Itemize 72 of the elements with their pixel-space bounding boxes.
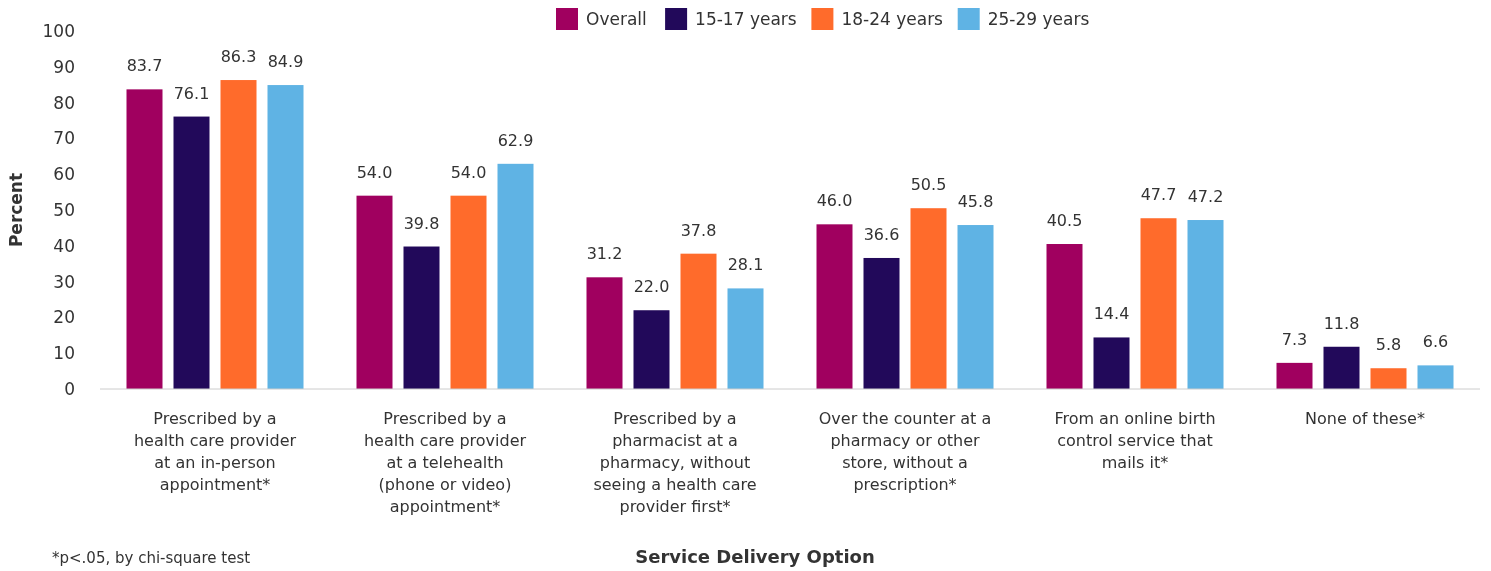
x-tick-label: None of these* [1305,409,1425,428]
data-label: 86.3 [220,47,257,67]
data-label: 28.1 [727,255,764,275]
bar [1093,337,1130,389]
data-label: 14.4 [1093,304,1130,324]
bar [727,288,764,389]
bar [957,225,994,389]
y-tick-label: 80 [53,92,75,113]
bar [633,310,670,389]
y-axis-title: Percent [6,172,26,248]
y-tick-label: 60 [53,164,75,185]
legend-label: Overall [586,8,647,29]
data-label: 39.8 [403,213,440,233]
data-label: 45.8 [957,192,994,212]
legend-label: 25-29 years [987,8,1090,29]
bar [1417,365,1454,389]
bar [1187,220,1224,389]
bar [586,277,623,389]
x-axis-title: Service Delivery Option [635,546,875,567]
data-label: 83.7 [126,56,163,76]
y-tick-label: 70 [53,128,75,149]
data-label: 84.9 [267,52,304,72]
bar [403,246,440,389]
data-label: 40.5 [1046,211,1083,231]
data-label: 31.2 [586,244,623,264]
bar [1276,362,1313,389]
data-label: 47.2 [1187,187,1224,207]
data-label: 7.3 [1281,329,1308,349]
data-label: 36.6 [863,224,900,244]
x-tick-label: Prescribed by a health care provider at an in-person appointment* [133,409,297,494]
bar [680,253,717,389]
data-label: 11.8 [1323,313,1360,333]
data-label: 5.8 [1375,335,1402,355]
y-tick-label: 50 [53,199,75,220]
data-label: 76.1 [173,83,210,103]
bar [173,116,210,389]
data-label: 22.0 [633,277,670,297]
bar [126,89,163,389]
bar [356,195,393,389]
y-tick-label: 30 [53,271,75,292]
bar [450,195,487,389]
data-label: 62.9 [497,130,534,150]
bar [1323,346,1360,389]
bar [1370,368,1407,389]
data-label: 54.0 [450,162,487,182]
x-tick-label: Prescribed by a health care provider at a telehealth (phone or video) appointment* [363,409,527,516]
bar [863,257,900,389]
data-label: 46.0 [816,191,853,211]
x-tick-label: Over the counter at a pharmacy or other store, without a prescription* [818,409,992,494]
bar [267,85,304,389]
y-tick-label: 0 [64,378,75,399]
y-tick-label: 100 [42,20,75,41]
y-tick-label: 90 [53,56,75,77]
legend-label: 15-17 years [695,8,797,29]
y-tick-label: 20 [53,307,75,328]
data-label: 37.8 [680,220,717,240]
x-tick-label: Prescribed by a pharmacist at a pharmacy, without seeing a health care provider first* [593,409,757,516]
legend-label: 18-24 years [841,8,944,29]
data-label: 54.0 [356,162,393,182]
data-label: 50.5 [910,175,947,195]
bar [497,163,534,389]
y-tick-label: 10 [53,343,75,364]
text: *p<.05, by chi-square test [52,549,251,567]
bar [1046,244,1083,389]
bar [1140,218,1177,389]
bar [816,224,853,389]
bar [220,80,257,389]
y-tick-label: 40 [53,235,75,256]
data-label: 47.7 [1140,185,1177,205]
data-label: 6.6 [1422,332,1449,352]
bar [910,208,947,389]
x-tick-label: From an online birth control service that mails it* [1054,409,1216,472]
